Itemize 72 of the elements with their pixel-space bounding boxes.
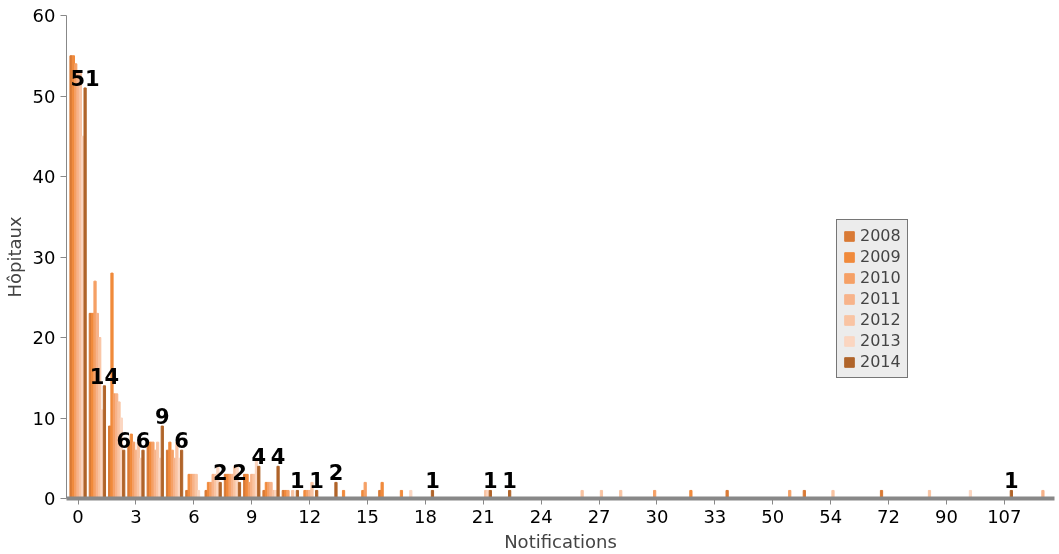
x-tick-label: 18 <box>413 505 437 527</box>
y-tick-label: 60 <box>32 5 56 26</box>
bar <box>831 489 835 499</box>
data-label: 6 <box>116 429 132 454</box>
data-label: 1 <box>502 469 517 494</box>
x-tick-label: 15 <box>356 505 379 527</box>
x-tick-label: 54 <box>819 505 843 527</box>
bar <box>334 481 338 499</box>
data-label: 9 <box>154 405 170 430</box>
data-label: 1 <box>290 469 305 494</box>
data-label: 2 <box>232 461 247 486</box>
x-tick-label: 6 <box>188 505 200 527</box>
y-tick-label: 50 <box>32 85 56 107</box>
legend-label: 2011 <box>860 289 901 308</box>
x-tick-label: 33 <box>703 505 727 527</box>
data-label: 2 <box>328 461 344 486</box>
legend-label: 2009 <box>860 247 901 266</box>
data-label: 1 <box>425 469 440 494</box>
bar <box>158 457 162 499</box>
legend-label: 2012 <box>860 310 901 329</box>
y-axis-title: Hôpitaux <box>3 216 25 298</box>
data-label: 1 <box>309 469 324 494</box>
x-tick-label: 90 <box>934 505 958 527</box>
legend-label: 2008 <box>860 226 901 245</box>
data-label: 4 <box>270 445 286 470</box>
data-label: 6 <box>135 429 151 454</box>
bar <box>725 489 729 499</box>
legend-label: 2013 <box>860 331 901 350</box>
y-tick-label: 20 <box>32 327 56 348</box>
x-tick-label: 24 <box>529 505 553 527</box>
legend-label: 2010 <box>860 268 901 287</box>
bar <box>218 481 222 499</box>
bar <box>380 481 384 499</box>
bar <box>177 457 181 499</box>
x-tick-label: 30 <box>645 505 669 527</box>
data-label: 1 <box>1004 469 1019 494</box>
bar <box>141 449 145 499</box>
bar <box>100 409 104 499</box>
bar <box>134 449 138 499</box>
data-label: 2 <box>212 461 228 486</box>
x-tick-label: 12 <box>298 505 322 527</box>
bar <box>363 481 367 499</box>
x-tick-label: 27 <box>587 505 611 527</box>
bar <box>580 489 584 499</box>
bar <box>102 385 107 499</box>
bar <box>689 489 693 499</box>
y-tick-label: 30 <box>32 246 56 268</box>
bar <box>170 449 174 499</box>
bar <box>276 465 280 499</box>
bar <box>257 465 261 499</box>
data-label: 1 <box>483 469 498 494</box>
x-tick-label: 21 <box>471 505 495 527</box>
data-label: 14 <box>89 364 120 389</box>
bar <box>1041 489 1045 499</box>
y-tick-label: 0 <box>44 488 56 509</box>
data-label: 4 <box>251 445 267 470</box>
bar <box>179 449 184 499</box>
x-tick-label: 72 <box>877 505 900 527</box>
x-tick-label: 3 <box>130 505 142 527</box>
bar <box>83 87 87 499</box>
x-tick-label: 0 <box>72 505 84 527</box>
bar <box>409 489 413 499</box>
bar <box>160 425 164 499</box>
x-axis-title: Notifications <box>504 530 617 552</box>
y-tick-label: 10 <box>32 407 56 429</box>
bar <box>122 449 126 499</box>
data-label: 6 <box>174 429 189 454</box>
x-tick-label: 9 <box>246 505 258 527</box>
legend-label: 2014 <box>860 352 901 371</box>
y-tick-label: 40 <box>32 166 56 187</box>
x-tick-label: 50 <box>761 505 785 527</box>
x-tick-label: 107 <box>987 505 1022 527</box>
